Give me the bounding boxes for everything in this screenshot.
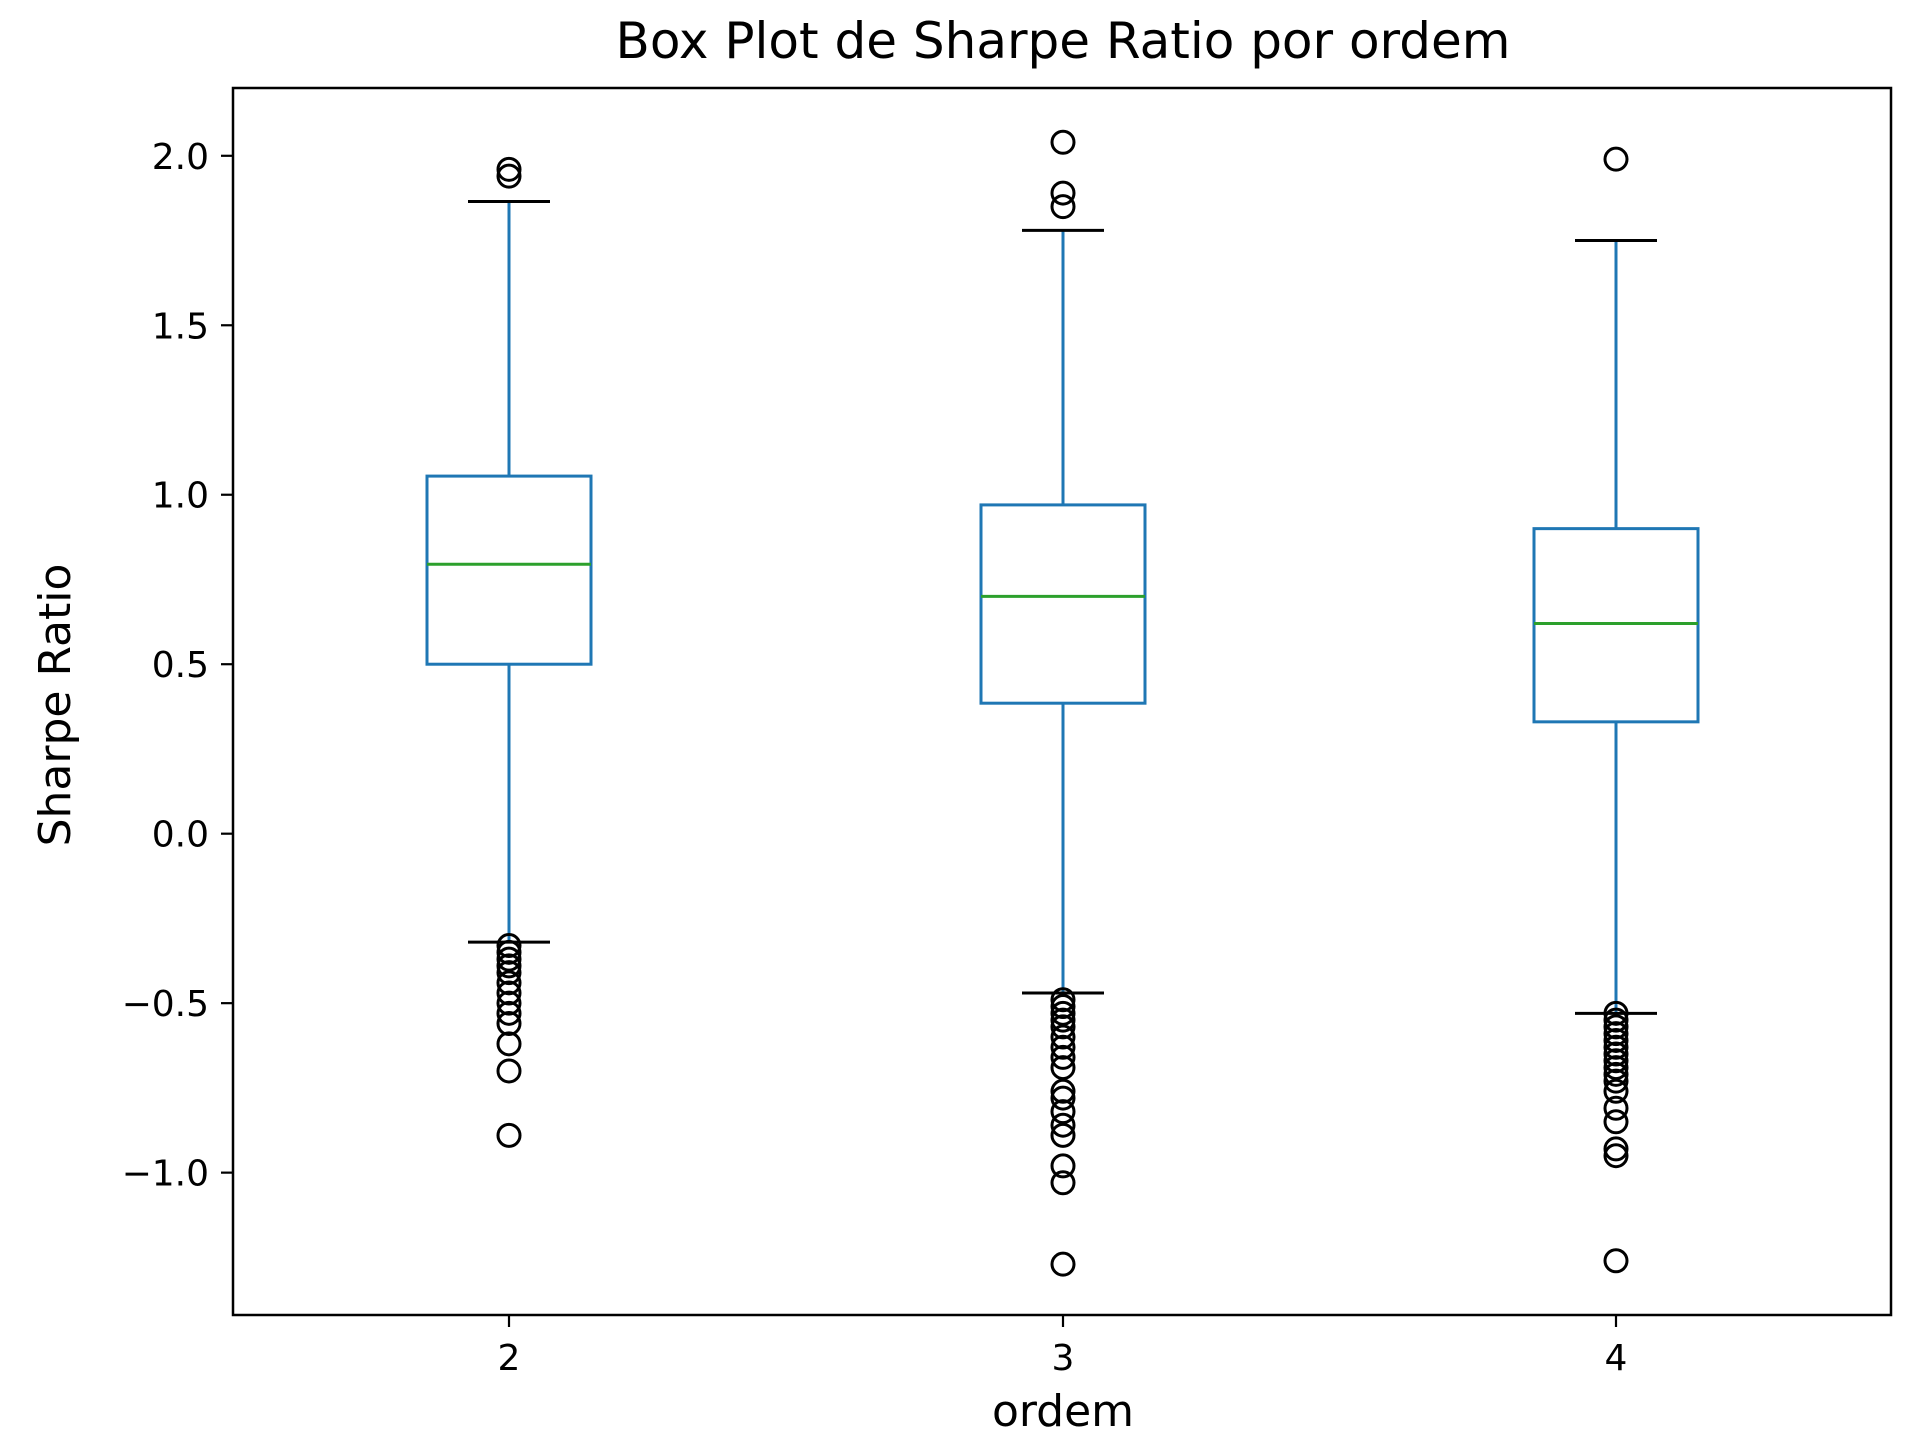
outlier-point — [1603, 1014, 1629, 1040]
x-tick-label: 3 — [1052, 1338, 1075, 1379]
outlier-point — [496, 953, 522, 979]
chart-title: Box Plot de Sharpe Ratio por ordem — [616, 12, 1511, 70]
outlier-point — [496, 1011, 522, 1037]
outlier-point — [1603, 1078, 1629, 1104]
x-axis-label: ordem — [992, 1386, 1134, 1437]
outlier-point — [1603, 1061, 1629, 1087]
outlier-point — [1603, 1109, 1629, 1135]
outlier-point — [496, 1000, 522, 1026]
y-tick-label: 1.5 — [152, 306, 209, 347]
outlier-point — [1050, 129, 1076, 155]
outlier-point — [1050, 1251, 1076, 1277]
outlier-point — [1603, 1041, 1629, 1067]
outlier-point — [1603, 1000, 1629, 1026]
box-iqr — [425, 474, 593, 666]
outlier-point — [496, 1031, 522, 1057]
outlier-point — [1050, 1170, 1076, 1196]
outlier-point — [496, 939, 522, 965]
y-tick-label: 0.0 — [152, 815, 209, 856]
plot-area: 2.0 1.5 1.0 0.5 0.0 −0.5 −1.0 2 3 4 — [122, 86, 1893, 1379]
x-tick-label: 4 — [1605, 1338, 1628, 1379]
outlier-point — [1050, 1112, 1076, 1138]
outlier-point — [496, 1058, 522, 1084]
outlier-point — [1050, 1007, 1076, 1033]
y-tick-label: 1.0 — [152, 476, 209, 517]
outlier-point — [1603, 146, 1629, 172]
outlier-point — [1050, 1044, 1076, 1070]
outlier-point — [1050, 1055, 1076, 1081]
outlier-point — [496, 933, 522, 959]
outlier-point — [496, 980, 522, 1006]
outlier-point — [1050, 1000, 1076, 1026]
outlier-point — [496, 960, 522, 986]
y-axis-label: Sharpe Ratio — [30, 564, 81, 847]
outlier-point — [1603, 1248, 1629, 1274]
box-iqr — [979, 503, 1147, 705]
outlier-point — [1603, 1136, 1629, 1162]
outlier-point — [1050, 1122, 1076, 1148]
outlier-point — [496, 970, 522, 996]
outlier-point — [1050, 987, 1076, 1013]
outlier-point — [1050, 1034, 1076, 1060]
outlier-point — [1050, 1078, 1076, 1104]
y-tick-label: −0.5 — [122, 984, 209, 1025]
outlier-point — [1050, 1153, 1076, 1179]
y-tick-label: 0.5 — [152, 645, 209, 686]
y-tick-label: 2.0 — [152, 137, 209, 178]
outlier-point — [1050, 1014, 1076, 1040]
outlier-point — [1050, 194, 1076, 220]
outlier-point — [1603, 1021, 1629, 1047]
outlier-point — [1603, 1027, 1629, 1053]
outlier-point — [496, 946, 522, 972]
outlier-point — [1603, 1034, 1629, 1060]
outlier-point — [1050, 1085, 1076, 1111]
outlier-point — [496, 1122, 522, 1148]
outlier-point — [1603, 1068, 1629, 1094]
y-tick-label: −1.0 — [122, 1154, 209, 1195]
box-iqr — [1532, 527, 1700, 724]
x-tick-label: 2 — [498, 1338, 521, 1379]
outlier-point — [1050, 180, 1076, 206]
outlier-point — [1050, 1024, 1076, 1050]
outlier-point — [1603, 1143, 1629, 1169]
outlier-point — [496, 163, 522, 189]
outlier-point — [1050, 994, 1076, 1020]
outlier-point — [496, 156, 522, 182]
outlier-point — [1603, 1048, 1629, 1074]
outlier-point — [496, 990, 522, 1016]
outlier-point — [1603, 1055, 1629, 1081]
outlier-point — [1603, 1007, 1629, 1033]
outlier-point — [1603, 1095, 1629, 1121]
outlier-point — [1050, 1099, 1076, 1125]
